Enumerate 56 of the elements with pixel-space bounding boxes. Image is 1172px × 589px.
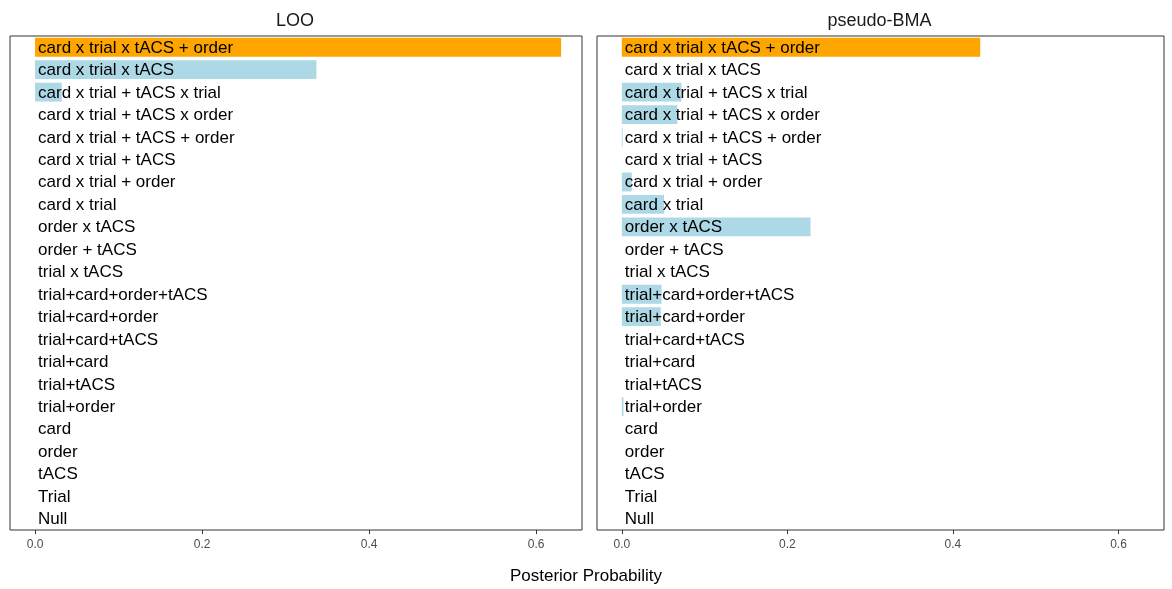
x-tick-label: 0.2: [779, 537, 797, 551]
chart-title: pseudo-BMA: [827, 10, 932, 30]
y-tick-label: trial+card+order: [624, 307, 746, 327]
x-tick-label: 0.2: [193, 537, 211, 551]
y-tick-label: card x trial + order: [624, 172, 763, 192]
y-tick-label: trial+card: [38, 352, 109, 372]
y-tick-label: order: [38, 441, 79, 461]
chart-title: LOO: [275, 10, 315, 30]
y-tick-label: trial+order: [624, 397, 703, 416]
y-tick-label: card x trial + tACS: [38, 150, 176, 169]
y-tick-label: card x trial + tACS x trial: [624, 82, 808, 102]
y-tick-label: card x trial x tACS + order: [624, 37, 821, 57]
y-tick-label: trial+tACS: [38, 374, 116, 394]
y-tick-label: trial+card+tACS: [38, 329, 159, 349]
x-axis-title: Posterior Probability: [508, 566, 664, 586]
y-tick-label: trial+card+order+tACS: [624, 284, 795, 304]
y-tick-label: trial x tACS: [38, 262, 124, 282]
y-tick-label: tACS: [38, 464, 78, 484]
y-tick-label: card x trial + order: [38, 172, 176, 192]
y-tick-label: card: [38, 419, 72, 439]
y-tick-label: order x tACS: [624, 217, 723, 237]
y-tick-label: order + tACS: [38, 239, 137, 259]
y-tick-label: tACS: [624, 464, 665, 484]
y-tick-label: card x trial x tACS: [38, 60, 175, 80]
y-tick-label: trial+card+order+tACS: [38, 284, 208, 304]
y-tick-label: Trial: [624, 486, 658, 506]
y-tick-label: trial x tACS: [624, 262, 710, 282]
x-tick-label: 0.6: [1110, 537, 1128, 551]
bar: [35, 37, 562, 57]
y-tick-label: Null: [624, 509, 655, 529]
x-tick-label: 0.4: [360, 537, 378, 551]
y-tick-label: card x trial: [624, 194, 704, 214]
y-tick-label: order: [624, 441, 665, 461]
y-tick-label: trial+card+order: [38, 307, 159, 327]
y-tick-label: Null: [38, 509, 68, 529]
y-tick-label: order x tACS: [38, 217, 136, 237]
y-tick-label: card x trial + tACS x order: [38, 105, 234, 125]
y-tick-label: trial+order: [38, 397, 116, 416]
x-tick-label: 0.0: [26, 537, 44, 551]
y-tick-label: card x trial + tACS: [624, 150, 763, 169]
y-tick-label: order + tACS: [624, 239, 724, 259]
y-tick-label: card: [624, 419, 658, 439]
x-tick-label: 0.4: [944, 537, 962, 551]
y-tick-label: card x trial x tACS: [624, 60, 761, 80]
y-tick-label: card x trial + tACS + order: [624, 127, 822, 147]
y-tick-label: card x trial + tACS x trial: [38, 82, 221, 102]
y-tick-label: card x trial: [38, 194, 117, 214]
y-tick-label: card x trial + tACS x order: [624, 105, 821, 125]
y-tick-label: trial+card+tACS: [624, 329, 745, 349]
y-tick-label: card x trial + tACS + order: [38, 127, 235, 147]
y-tick-label: card x trial x tACS + order: [38, 37, 234, 57]
x-tick-label: 0.6: [527, 537, 545, 551]
x-tick-label: 0.0: [613, 537, 631, 551]
y-tick-label: trial+card: [624, 352, 696, 372]
y-tick-label: trial+tACS: [624, 374, 702, 394]
y-tick-label: Trial: [38, 486, 71, 506]
